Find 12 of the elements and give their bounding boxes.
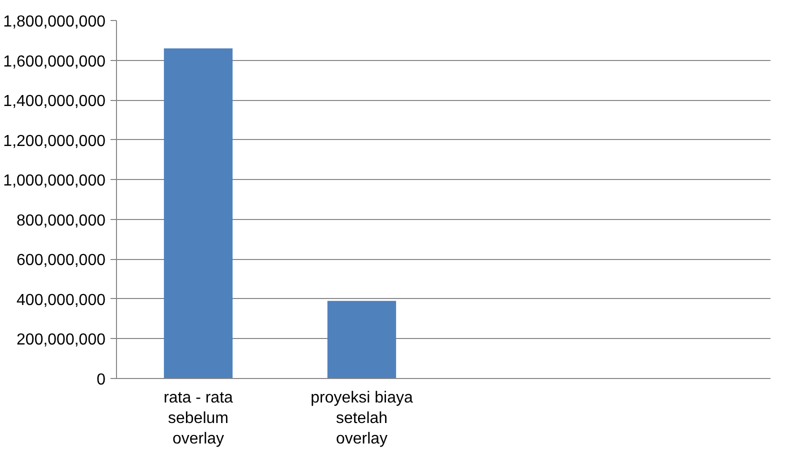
y-tick-label: 1,000,000,000	[3, 172, 106, 190]
x-tick-label: proyeksi biaya setelah overlay	[310, 390, 413, 448]
y-tick-label: 0	[96, 372, 106, 388]
y-tick-label: 200,000,000	[16, 332, 106, 349]
y-tick-label: 1,200,000,000	[3, 132, 106, 150]
y-tick-label: 800,000,000	[16, 212, 106, 230]
y-tick-label: 1,400,000,000	[3, 93, 106, 110]
y-tick-label: 1,600,000,000	[3, 53, 106, 70]
y-tick-label: 600,000,000	[16, 252, 106, 270]
y-tick-label: 400,000,000	[16, 292, 106, 309]
y-tick-label: 1,800,000,000	[3, 14, 106, 30]
x-tick-label: rata - rata sebelum overlay	[164, 390, 234, 448]
